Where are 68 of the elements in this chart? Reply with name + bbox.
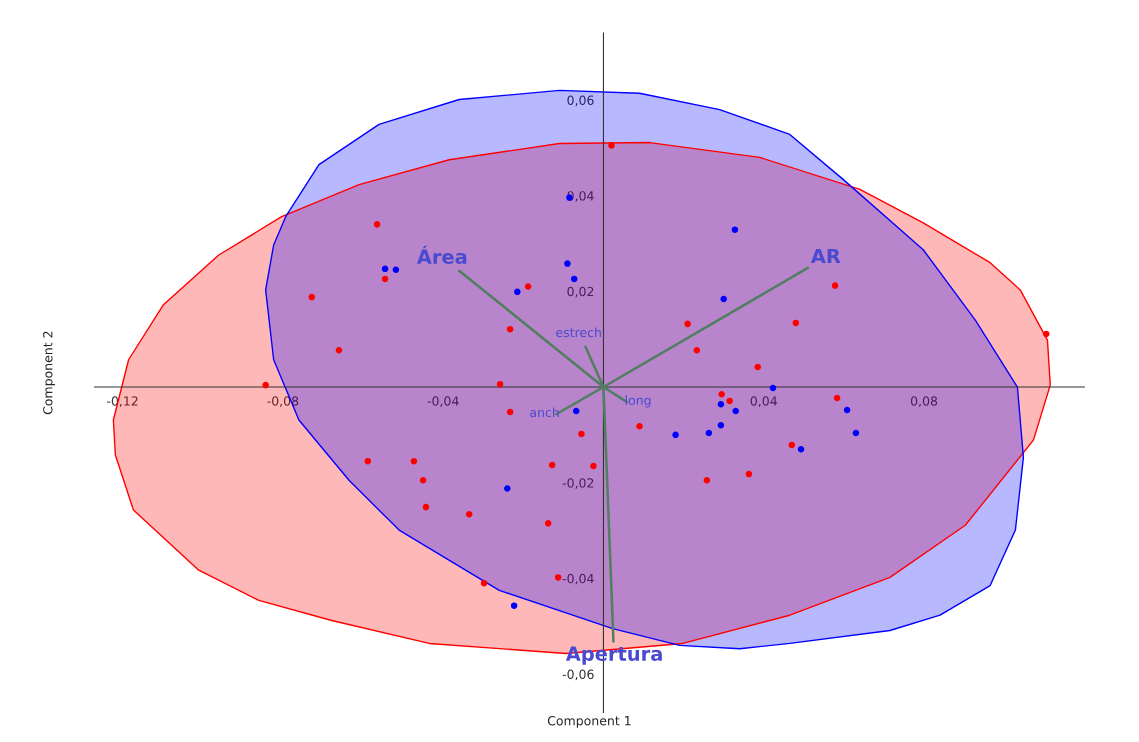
y-tick-label: 0,06 <box>567 95 594 107</box>
x-tick-label: 0,08 <box>910 396 938 407</box>
point <box>703 477 711 484</box>
point <box>554 574 562 581</box>
annotation: anch <box>530 407 559 418</box>
point <box>504 485 511 492</box>
point <box>422 503 430 511</box>
x-axis-title: Component 1 <box>547 715 631 728</box>
point <box>792 319 800 327</box>
point <box>717 400 725 408</box>
annotation: Área <box>416 245 467 265</box>
point <box>754 363 761 371</box>
x-tick-label: -0,04 <box>427 396 459 407</box>
y-tick-label: 0,02 <box>567 286 594 298</box>
point <box>524 283 532 290</box>
point <box>831 282 839 289</box>
point <box>510 602 518 609</box>
y-tick-label: -0,02 <box>562 478 594 489</box>
point <box>731 226 739 233</box>
y-tick-label: -0,06 <box>562 669 594 681</box>
point <box>578 430 585 438</box>
point <box>506 408 514 416</box>
point <box>693 346 701 354</box>
point <box>1043 330 1050 338</box>
point <box>514 288 521 296</box>
point <box>705 429 713 437</box>
annotation: estrech <box>556 327 601 338</box>
point <box>262 381 269 389</box>
point <box>392 266 400 274</box>
point <box>381 275 389 283</box>
x-tick-label: 0,04 <box>750 396 777 407</box>
point <box>564 260 571 267</box>
point <box>672 431 679 439</box>
point <box>570 275 578 283</box>
point <box>843 406 851 414</box>
point <box>788 441 796 449</box>
point <box>608 142 615 149</box>
point <box>590 462 597 470</box>
point <box>684 320 691 328</box>
annotation: long <box>625 395 651 408</box>
point <box>852 429 860 437</box>
point <box>548 461 556 469</box>
y-axis-title: Component 2 <box>43 331 55 415</box>
annotation: AR <box>810 248 841 264</box>
point <box>833 394 841 402</box>
point <box>720 295 727 303</box>
point <box>465 511 473 518</box>
point <box>732 407 739 415</box>
point <box>717 422 725 429</box>
point <box>496 380 504 388</box>
y-tick-label: -0,04 <box>562 573 594 585</box>
point <box>636 422 643 430</box>
point <box>381 265 389 273</box>
point <box>419 477 427 484</box>
point <box>506 325 514 333</box>
point <box>364 457 372 465</box>
point <box>480 579 488 587</box>
point <box>718 390 725 398</box>
point <box>797 445 805 453</box>
point <box>308 293 315 301</box>
point <box>410 457 418 465</box>
point <box>373 221 381 228</box>
point <box>335 346 343 354</box>
point <box>726 397 733 405</box>
point <box>769 384 777 392</box>
point <box>544 520 552 527</box>
point <box>745 470 753 478</box>
point <box>572 407 580 415</box>
